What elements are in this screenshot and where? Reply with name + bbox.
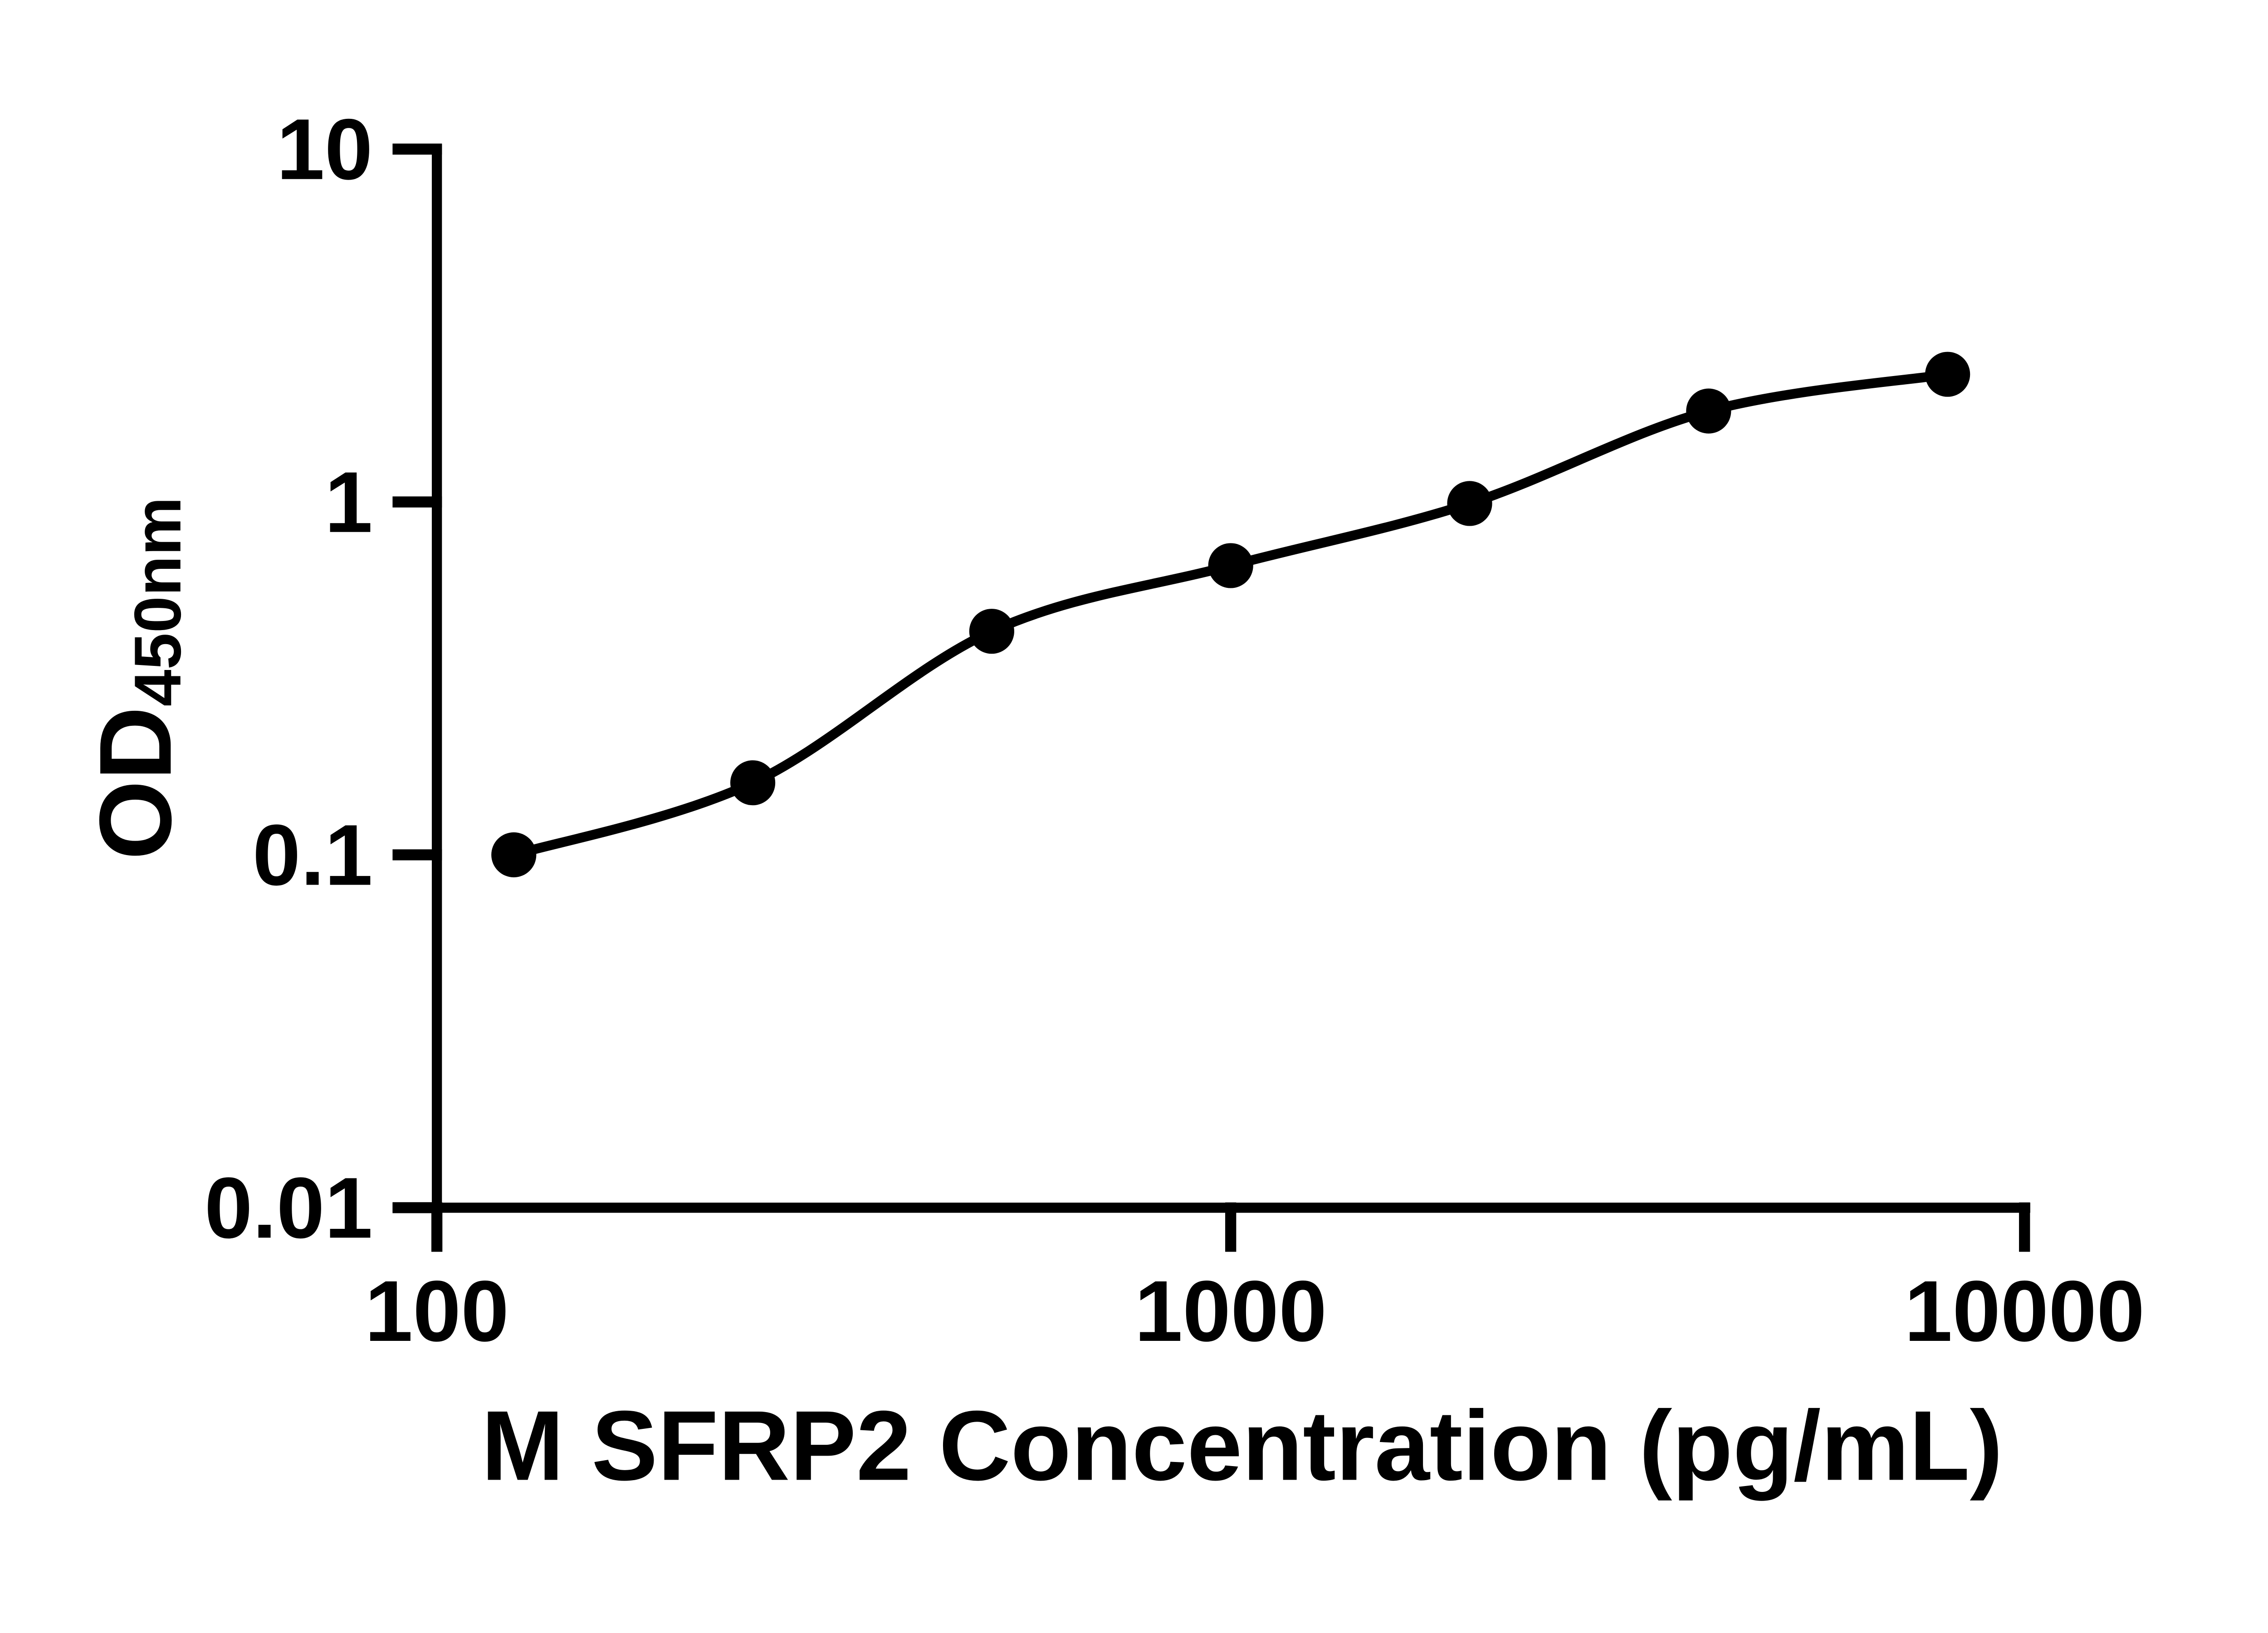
y-tick-label: 0.01 (205, 1160, 373, 1257)
data-point (969, 609, 1014, 654)
x-tick-label: 1000 (1134, 1263, 1327, 1359)
x-axis-title: M SFRP2 Concentration (pg/mL) (481, 1390, 2003, 1501)
y-tick-label: 0.1 (253, 807, 373, 904)
data-point (1686, 388, 1731, 434)
plot-area: 10 1 0.1 0.01 100 1000 10000 (205, 101, 2145, 1359)
elisa-standard-curve-figure: 10 1 0.1 0.01 100 1000 10000 M SFRP2 Concentr… (78, 101, 2145, 1501)
data-point (1925, 352, 1970, 397)
trend-curve (509, 369, 1953, 860)
y-tick-label: 1 (325, 454, 373, 551)
y-axis-title-main: OD (78, 706, 192, 860)
x-tick-label: 100 (365, 1263, 509, 1359)
data-point (1208, 543, 1253, 588)
chart-canvas: 10 1 0.1 0.01 100 1000 10000 M SFRP2 Concentr… (78, 101, 2145, 1501)
y-axis-title-subscript: 450nm (121, 497, 195, 706)
x-ticks (431, 1202, 2030, 1252)
y-tick-labels: 10 1 0.1 0.01 (205, 101, 373, 1257)
data-point (730, 760, 776, 806)
y-axis-title: OD450nm (78, 497, 194, 860)
data-points (491, 352, 1970, 878)
x-tick-labels: 100 1000 10000 (365, 1263, 2145, 1359)
x-tick-label: 10000 (1904, 1263, 2145, 1359)
data-point (1447, 481, 1492, 526)
data-point (491, 832, 537, 878)
y-tick-label: 10 (277, 101, 373, 198)
